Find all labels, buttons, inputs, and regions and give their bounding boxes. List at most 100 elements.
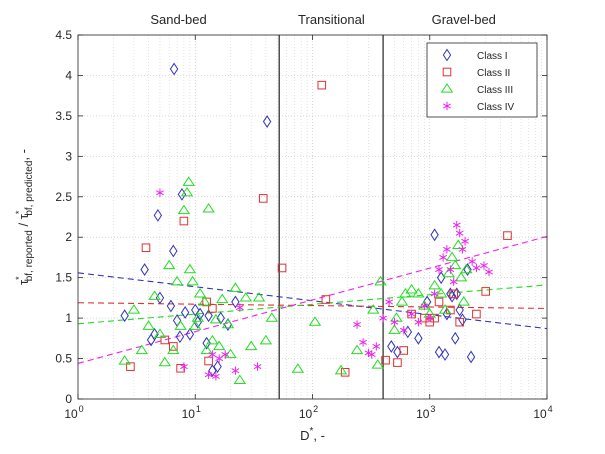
data-point [452, 239, 465, 249]
data-point [395, 296, 409, 306]
data-point [277, 263, 287, 273]
asterisk-stroke [435, 267, 443, 273]
x-tick-label: 101 [182, 404, 201, 421]
asterisk-stroke [430, 291, 439, 297]
data-point [212, 340, 226, 351]
data-point [215, 354, 224, 363]
data-point [208, 350, 217, 359]
y-tick-label: 2.5 [55, 190, 72, 204]
data-point [414, 331, 423, 345]
data-point [481, 287, 490, 296]
y-axis-label-rest: , - [16, 149, 31, 161]
asterisk-stroke [461, 238, 469, 244]
data-point [434, 287, 448, 298]
data-point [179, 362, 188, 371]
asterisk-stroke [443, 103, 451, 109]
x-tick-label: 100 [64, 404, 83, 421]
data-point [457, 296, 470, 306]
data-point [118, 355, 131, 365]
x-axis-label: D*, - [300, 426, 325, 443]
data-point [231, 366, 240, 375]
data-point [452, 287, 461, 301]
asterisk-stroke [468, 258, 477, 265]
data-point [208, 364, 217, 378]
data-point [221, 318, 235, 329]
data-point [179, 216, 189, 226]
data-point [454, 271, 468, 282]
data-point [140, 263, 149, 276]
data-point [407, 309, 416, 319]
data-point [317, 80, 327, 90]
trend-line [77, 235, 548, 364]
data-point [449, 277, 458, 286]
x-tick-label: 104 [533, 404, 552, 421]
x-tick-exponent: 4 [548, 404, 553, 414]
data-point [167, 344, 180, 355]
y-axis-label-tau: τ [16, 279, 31, 285]
data-point [367, 350, 376, 359]
asterisk-stroke [372, 343, 381, 349]
asterisk-stroke [390, 319, 399, 325]
data-point [229, 282, 242, 292]
data-point [435, 265, 443, 274]
data-point [334, 364, 348, 375]
data-point [439, 253, 448, 262]
data-point [452, 220, 461, 230]
region-label: Sand-bed [150, 12, 206, 27]
x-tick-exponent: 3 [430, 404, 435, 414]
data-point [393, 358, 402, 367]
data-point [434, 345, 444, 359]
data-point [185, 327, 195, 341]
data-point [169, 342, 178, 351]
y-axis-label-sup: * [14, 276, 24, 280]
data-point [126, 362, 135, 371]
data-point [221, 350, 230, 359]
data-point [359, 338, 367, 347]
asterisk-stroke [215, 356, 224, 362]
data-point [485, 267, 493, 277]
data-point [446, 265, 455, 274]
data-point [381, 355, 390, 365]
asterisk-stroke [449, 279, 458, 285]
y-tick-label: 0 [65, 392, 72, 406]
data-point [420, 301, 429, 311]
regime-boundaries [278, 35, 384, 399]
data-point [195, 307, 205, 321]
data-point [235, 303, 244, 312]
legend-label: Class II [477, 68, 510, 79]
data-point [186, 275, 199, 286]
x-tick-label: 102 [299, 404, 318, 421]
asterisk-stroke [231, 368, 240, 374]
data-point [169, 244, 178, 258]
legend-marker [442, 48, 452, 62]
data-point [472, 263, 481, 273]
asterisk-stroke [353, 322, 361, 328]
asterisk-stroke [179, 364, 188, 370]
data-point [209, 313, 223, 324]
data-point [403, 325, 413, 339]
data-point [387, 340, 396, 353]
data-point [446, 305, 455, 315]
trend-lines [77, 235, 548, 364]
data-points [118, 62, 512, 385]
data-point [405, 283, 418, 294]
legend-marker [440, 83, 454, 93]
series-square [126, 80, 512, 377]
legend-marker [443, 101, 451, 111]
trend-line [77, 302, 548, 309]
asterisk-stroke [385, 299, 393, 305]
legend: Class I Class II Class III Class IV [426, 42, 538, 118]
data-point [442, 267, 455, 278]
data-point [189, 320, 202, 330]
data-point [399, 326, 408, 335]
asterisk-stroke [367, 351, 376, 358]
x-axis-label-rest: , - [313, 428, 325, 443]
asterisk-stroke [156, 190, 164, 196]
asterisk-stroke [485, 269, 493, 275]
data-point [193, 287, 207, 298]
data-point [204, 370, 213, 379]
data-point [379, 313, 387, 323]
data-point [438, 304, 452, 314]
data-point [233, 374, 247, 385]
